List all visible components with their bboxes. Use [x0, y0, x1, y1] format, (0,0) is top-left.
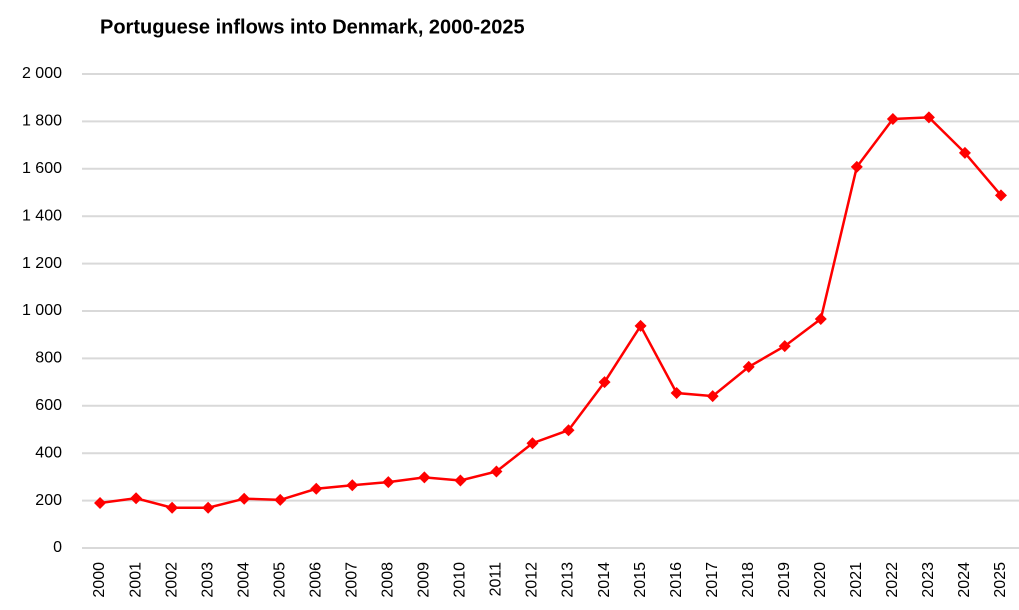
marker	[886, 113, 899, 126]
marker	[94, 496, 107, 509]
marker	[382, 476, 395, 489]
marker	[958, 146, 971, 159]
marker	[562, 424, 575, 437]
marker	[670, 387, 683, 400]
x-tick-label: 2011	[488, 562, 505, 597]
marker	[418, 471, 431, 484]
marker	[454, 474, 467, 487]
y-tick-label: 0	[53, 539, 62, 556]
x-tick-label: 2007	[344, 562, 361, 598]
x-tick-label: 2025	[992, 562, 1009, 598]
x-tick-label: 2013	[560, 562, 577, 598]
marker	[598, 376, 611, 389]
x-tick-label: 2020	[812, 562, 829, 598]
marker	[346, 479, 359, 492]
marker	[526, 437, 539, 450]
marker	[778, 340, 791, 353]
x-tick-label: 2002	[163, 562, 180, 598]
x-tick-label: 2004	[235, 562, 252, 598]
marker	[706, 390, 719, 403]
y-tick-label: 200	[35, 492, 62, 509]
marker	[202, 501, 215, 514]
x-tick-label: 2009	[416, 562, 433, 598]
x-tick-label: 2006	[307, 562, 324, 598]
x-tick-label: 2005	[271, 562, 288, 598]
x-tick-label: 2022	[884, 562, 901, 598]
x-tick-label: 2003	[199, 562, 216, 598]
x-tick-label: 2008	[380, 562, 397, 598]
y-tick-label: 1 200	[22, 255, 62, 272]
x-tick-label: 2023	[920, 562, 937, 598]
x-tick-label: 2015	[632, 562, 649, 598]
marker	[310, 482, 323, 495]
marker	[634, 319, 647, 332]
x-tick-label: 2024	[956, 562, 973, 598]
marker	[742, 360, 755, 373]
y-tick-label: 1 000	[22, 302, 62, 319]
line	[99, 116, 1002, 509]
x-tick-label: 2016	[668, 562, 685, 598]
x-tick-label: 2010	[452, 562, 469, 598]
y-tick-label: 600	[35, 397, 62, 414]
marker	[490, 465, 503, 478]
y-tick-label: 1 400	[22, 207, 62, 224]
x-tick-label: 2001	[127, 562, 144, 598]
y-tick-label: 2 000	[22, 65, 62, 82]
x-tick-label: 2012	[524, 562, 541, 598]
y-tick-label: 1 600	[22, 160, 62, 177]
marker	[994, 189, 1007, 202]
y-tick-label: 800	[35, 350, 62, 367]
y-tick-label: 1 800	[22, 113, 62, 130]
x-tick-label: 2017	[704, 562, 721, 598]
marker	[850, 160, 863, 173]
x-tick-label: 2021	[848, 562, 865, 598]
x-tick-label: 2019	[776, 562, 793, 598]
marker	[922, 111, 935, 124]
x-tick-label: 2000	[91, 562, 108, 598]
y-tick-label: 400	[35, 444, 62, 461]
marker	[814, 313, 827, 326]
x-tick-label: 2014	[596, 562, 613, 598]
marker	[166, 501, 179, 514]
chart-title: Portuguese inflows into Denmark, 2000-20…	[100, 16, 525, 38]
x-tick-label: 2018	[740, 562, 757, 598]
marker	[130, 492, 143, 505]
marker	[238, 492, 251, 505]
marker	[274, 493, 287, 506]
